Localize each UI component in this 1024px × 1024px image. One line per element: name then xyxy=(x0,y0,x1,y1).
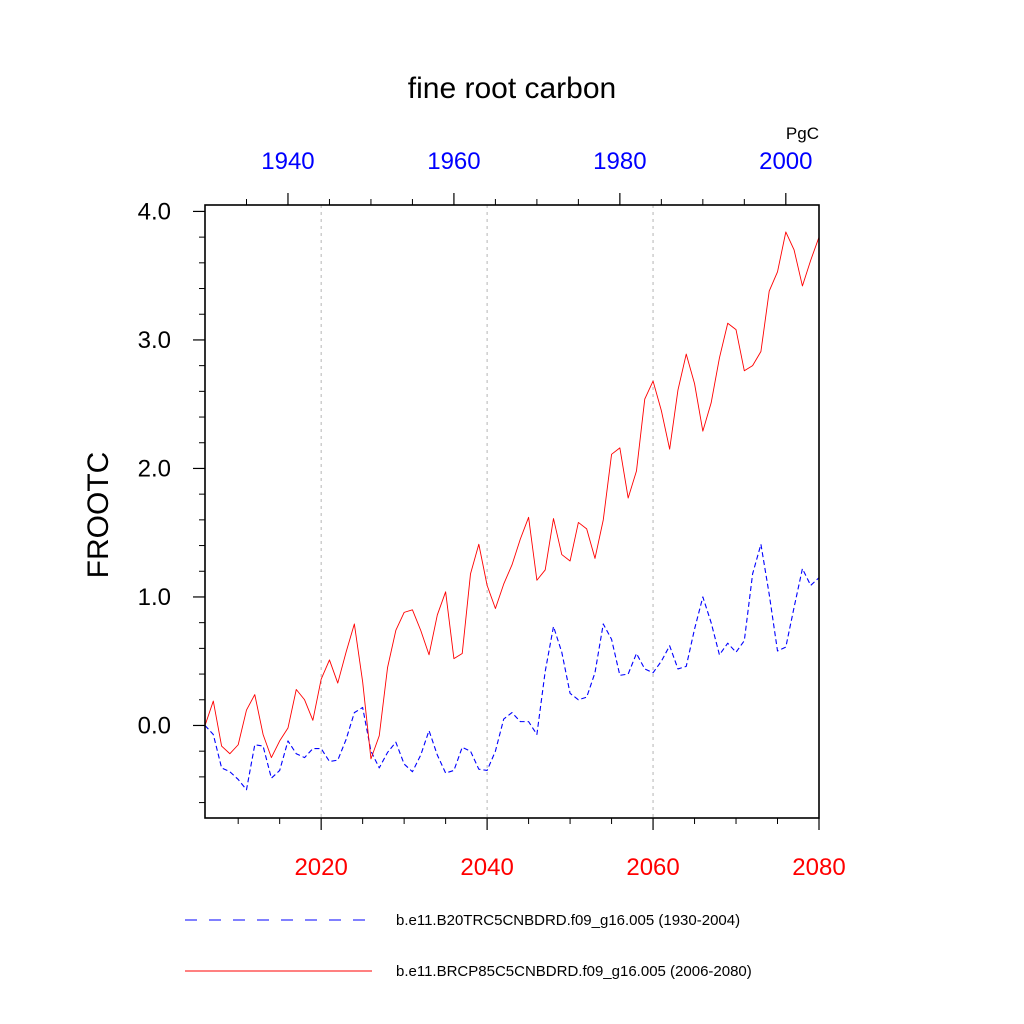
series-line-rcp85 xyxy=(204,231,820,760)
y-tick-label: 4.0 xyxy=(138,198,171,225)
y-tick-label: 0.0 xyxy=(138,712,171,739)
y-axis-label: FROOTC xyxy=(82,452,115,579)
y-tick-label: 3.0 xyxy=(138,327,171,354)
x-top-tick-label: 2000 xyxy=(759,148,812,175)
y-tick-label: 1.0 xyxy=(138,584,171,611)
x-bottom-tick-label: 2060 xyxy=(626,854,679,881)
x-top-tick-label: 1980 xyxy=(593,148,646,175)
plot-frame xyxy=(204,204,820,819)
legend: b.e11.B20TRC5CNBDRD.f09_g16.005 (1930-20… xyxy=(185,912,752,980)
legend-label-historical: b.e11.B20TRC5CNBDRD.f09_g16.005 (1930-20… xyxy=(396,912,740,929)
axes-layer: 0.0 1.0 2.0 3.0 4.0 2020 2040 2060 2080 1940 1960 1… xyxy=(138,148,846,881)
legend-label-rcp85: b.e11.BRCP85C5CNBDRD.f09_g16.005 (2006-2… xyxy=(396,963,752,980)
grid-layer xyxy=(320,205,654,818)
x-bottom-tick-label: 2040 xyxy=(460,854,513,881)
x-top-tick-label: 1960 xyxy=(427,148,480,175)
x-bottom-tick-label: 2080 xyxy=(792,854,845,881)
x-top-tick-label: 1940 xyxy=(261,148,314,175)
chart-title: fine root carbon xyxy=(408,72,616,105)
y-tick-label: 2.0 xyxy=(138,455,171,482)
series-layer xyxy=(204,231,820,791)
units-label: PgC xyxy=(786,124,819,143)
x-bottom-tick-label: 2020 xyxy=(294,854,347,881)
series-line-historical xyxy=(204,543,820,791)
